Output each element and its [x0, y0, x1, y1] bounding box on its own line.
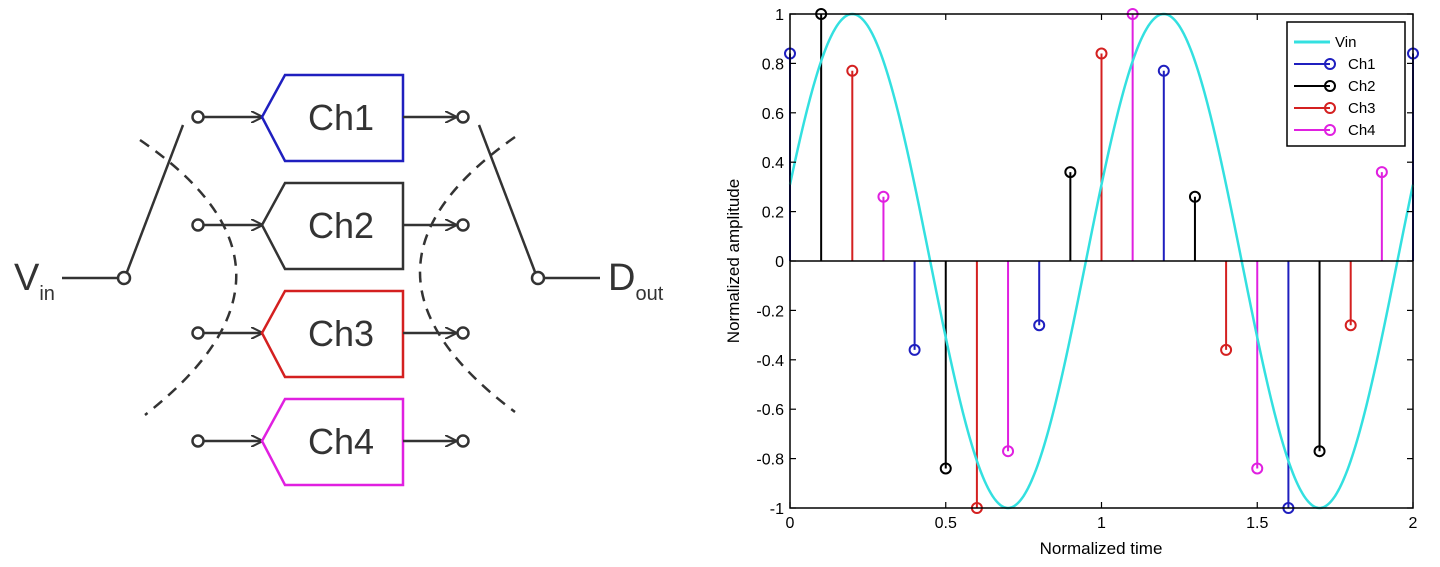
y-tick-label-1: 0.8	[762, 56, 784, 73]
channel-1-label: Ch1	[308, 97, 374, 138]
channel-1-output-terminal	[456, 110, 470, 124]
legend-label-ch3: Ch3	[1348, 100, 1376, 117]
input-switch-arm	[125, 124, 185, 273]
channel-4-input-terminal	[191, 434, 205, 448]
x-tick-label-0: 0	[786, 515, 795, 532]
marker-ch4-0	[877, 190, 890, 203]
x-tick-label-4: 2	[1409, 515, 1418, 532]
y-tick-label-6: -0.2	[756, 303, 784, 320]
channel-2-output-terminal	[456, 218, 470, 232]
y-tick-label-4: 0.2	[762, 205, 784, 222]
input-pivot-terminal	[116, 270, 132, 286]
legend-entry-ch1: Ch1	[1294, 56, 1376, 73]
y-tick-label-0: 1	[775, 7, 784, 24]
channel-2-input-terminal	[191, 218, 205, 232]
legend-label-ch2: Ch2	[1348, 78, 1376, 95]
channel-1-block	[260, 73, 405, 163]
marker-ch4-3	[1251, 462, 1264, 475]
channel-row-3: Ch3	[191, 289, 470, 379]
channel-3-output-terminal	[456, 326, 470, 340]
legend-entry-ch2: Ch2	[1294, 78, 1376, 95]
channel-2-label: Ch2	[308, 205, 374, 246]
legend-entry-ch3: Ch3	[1294, 100, 1376, 117]
legend-marker-ch3	[1324, 102, 1336, 114]
channel-row-4: Ch4	[191, 397, 470, 487]
legend-label-ch1: Ch1	[1348, 56, 1376, 73]
marker-ch4-4	[1375, 166, 1388, 179]
output-label: Dout	[608, 257, 664, 305]
y-axis-label: Normalized amplitude	[724, 179, 743, 343]
legend-entry-vin: Vin	[1294, 34, 1356, 51]
marker-ch3-2	[1095, 47, 1108, 60]
sampling-chart: 0 0.5 1 1.5 2 1 0.8 0.6 0.4 0.2 0 -0.2 -0.4 -0.6 -0.8 -…	[724, 7, 1419, 558]
channel-3-input-terminal	[191, 326, 205, 340]
marker-ch2-1	[939, 462, 952, 475]
y-tick-label-2: 0.6	[762, 106, 784, 123]
input-label: Vin	[14, 257, 55, 305]
y-tick-label-7: -0.4	[756, 353, 784, 370]
channel-row-2: Ch2	[191, 181, 470, 271]
channel-3-label: Ch3	[308, 313, 374, 354]
marker-ch2-2	[1064, 166, 1077, 179]
marker-ch2-4	[1313, 445, 1326, 458]
vin-curve	[788, 12, 1415, 510]
channel-1-input-terminal	[191, 110, 205, 124]
legend-marker-ch1	[1324, 58, 1336, 70]
input-commutator-arc	[139, 138, 238, 416]
output-commutator-arc	[418, 135, 516, 414]
x-tick-label-3: 1.5	[1246, 515, 1268, 532]
marker-ch3-4	[1344, 319, 1357, 332]
curve-layer	[788, 12, 1415, 510]
y-tick-label-10: -1	[770, 501, 784, 518]
marker-ch3-3	[1220, 343, 1233, 356]
x-tick-label-2: 1	[1097, 515, 1106, 532]
legend-entry-ch4: Ch4	[1294, 122, 1376, 139]
output-switch-arm	[477, 124, 537, 273]
ticks-layer: 0 0.5 1 1.5 2 1 0.8 0.6 0.4 0.2 0 -0.2 -0.4 -0.6 -0.8 -…	[756, 7, 1417, 532]
x-axis-label: Normalized time	[1040, 539, 1163, 558]
input-node: Vin	[14, 124, 238, 416]
interleave-diagram: Vin Dout Ch1 Ch2	[14, 73, 664, 487]
y-tick-label-8: -0.6	[756, 402, 784, 419]
marker-ch4-1	[1002, 445, 1015, 458]
marker-ch1-1	[908, 343, 921, 356]
x-tick-label-1: 0.5	[935, 515, 957, 532]
legend-marker-ch4	[1324, 124, 1336, 136]
y-tick-label-5: 0	[775, 254, 784, 271]
marker-ch1-3	[1157, 64, 1170, 77]
legend-marker-ch2	[1324, 80, 1336, 92]
legend-label-vin: Vin	[1335, 34, 1356, 51]
output-pivot-terminal	[530, 270, 546, 286]
channel-3-block	[260, 289, 405, 379]
channel-row-1: Ch1	[191, 73, 470, 163]
channel-4-output-terminal	[456, 434, 470, 448]
channel-4-block	[260, 397, 405, 487]
marker-ch3-0	[846, 64, 859, 77]
y-tick-label-3: 0.4	[762, 155, 784, 172]
y-tick-label-9: -0.8	[756, 452, 784, 469]
legend-label-ch4: Ch4	[1348, 122, 1376, 139]
marker-ch1-2	[1033, 319, 1046, 332]
channel-4-label: Ch4	[308, 421, 374, 462]
marker-ch2-3	[1188, 190, 1201, 203]
channel-2-block	[260, 181, 405, 271]
legend: Vin Ch1 Ch2 Ch3 Ch4	[1286, 21, 1406, 147]
output-node: Dout	[418, 124, 664, 414]
